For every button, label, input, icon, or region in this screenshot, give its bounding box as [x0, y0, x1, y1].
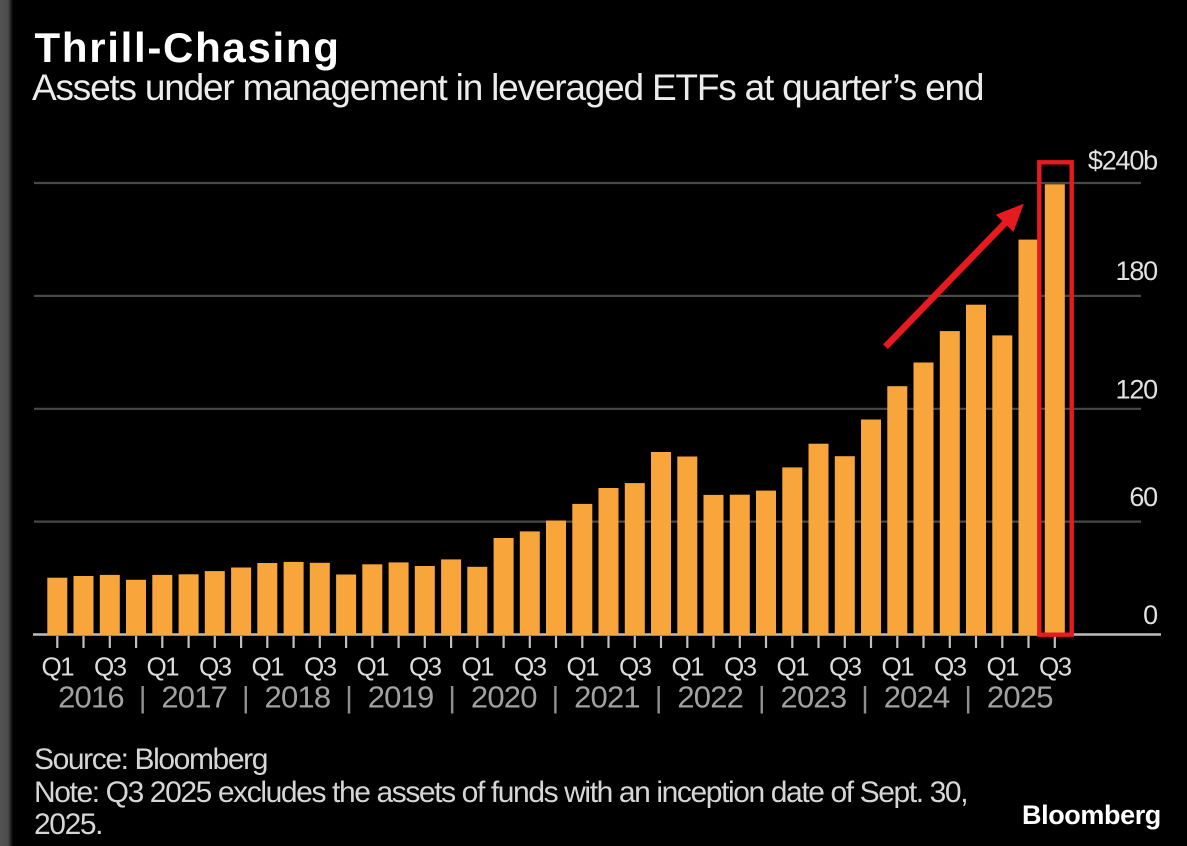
svg-text:Q1: Q1 — [776, 652, 809, 682]
svg-text:Q1: Q1 — [566, 652, 599, 682]
svg-text:2020: 2020 — [471, 680, 537, 715]
svg-text:2017: 2017 — [161, 680, 227, 715]
svg-text:2024: 2024 — [884, 680, 950, 715]
svg-text:Q1: Q1 — [356, 652, 389, 682]
svg-text:|: | — [139, 682, 147, 715]
svg-text:Q1: Q1 — [146, 652, 179, 682]
svg-text:|: | — [242, 682, 250, 715]
svg-text:60: 60 — [1129, 482, 1157, 512]
svg-text:Q3: Q3 — [409, 652, 442, 682]
svg-text:Q3: Q3 — [94, 652, 127, 682]
svg-text:|: | — [552, 682, 560, 715]
svg-text:180: 180 — [1116, 256, 1158, 286]
svg-text:2023: 2023 — [781, 680, 847, 715]
svg-text:|: | — [448, 682, 456, 715]
svg-text:2018: 2018 — [265, 680, 331, 715]
svg-text:120: 120 — [1116, 374, 1158, 404]
svg-text:2016: 2016 — [58, 680, 124, 715]
svg-text:2025: 2025 — [987, 680, 1053, 715]
svg-text:Q3: Q3 — [619, 652, 652, 682]
svg-text:Q1: Q1 — [671, 652, 704, 682]
svg-text:Q1: Q1 — [251, 652, 284, 682]
svg-text:Q1: Q1 — [461, 652, 494, 682]
svg-text:Q1: Q1 — [41, 652, 74, 682]
svg-text:Q3: Q3 — [199, 652, 232, 682]
svg-text:2019: 2019 — [368, 680, 434, 715]
svg-text:|: | — [655, 682, 663, 715]
svg-text:$240b: $240b — [1088, 145, 1157, 175]
svg-text:Q1: Q1 — [881, 652, 914, 682]
svg-text:|: | — [964, 682, 972, 715]
svg-text:2021: 2021 — [574, 680, 640, 715]
svg-text:Q3: Q3 — [304, 652, 337, 682]
svg-text:Q3: Q3 — [514, 652, 547, 682]
svg-text:Q3: Q3 — [829, 652, 862, 682]
svg-text:|: | — [861, 682, 869, 715]
svg-text:Q1: Q1 — [986, 652, 1019, 682]
svg-text:0: 0 — [1143, 600, 1157, 630]
svg-text:2022: 2022 — [677, 680, 743, 715]
svg-text:Q3: Q3 — [1039, 652, 1072, 682]
svg-text:Q3: Q3 — [724, 652, 757, 682]
svg-text:|: | — [758, 682, 766, 715]
svg-text:Q3: Q3 — [934, 652, 967, 682]
svg-text:|: | — [345, 682, 353, 715]
